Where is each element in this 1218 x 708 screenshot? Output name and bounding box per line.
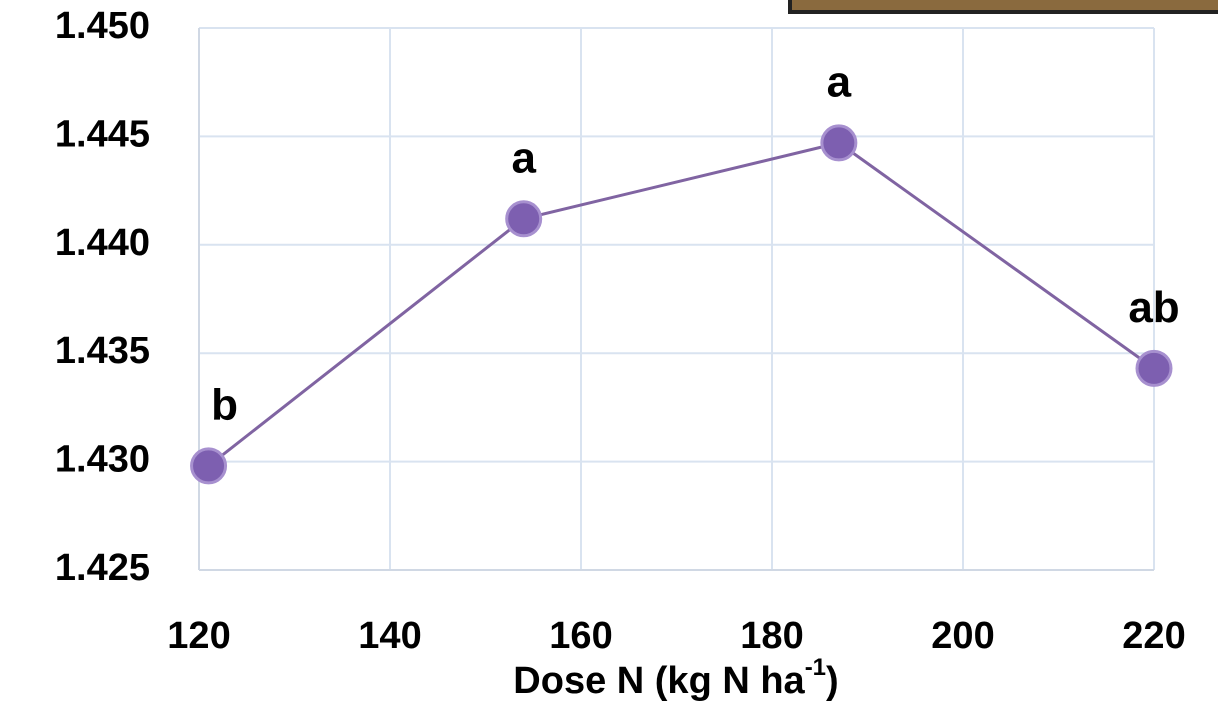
y-tick-label: 1.440 [55,222,150,264]
y-tick-label: 1.450 [55,5,150,47]
series-line [209,143,1154,466]
y-tick-label: 1.445 [55,113,150,155]
point-label: b [211,381,238,430]
point-label: ab [1128,283,1179,332]
marker [822,126,856,160]
y-tick-label: 1.425 [55,547,150,589]
point-label: a [827,58,852,107]
y-tick-label: 1.430 [55,439,150,481]
x-axis-label-sup: -1 [805,654,826,681]
x-tick-label: 120 [167,615,230,657]
x-tick-label: 200 [931,615,994,657]
x-axis-label-end: ) [826,660,839,702]
marker [192,449,226,483]
chart: Dose N (kg N ha-1) 1.425 1.430 1.435 1.440 1… [0,0,1218,708]
photo-corner [790,0,1218,12]
x-tick-label: 140 [358,615,421,657]
x-tick-label: 160 [549,615,612,657]
page: Dose N (kg N ha-1) 1.425 1.430 1.435 1.440 1… [0,0,1218,708]
x-axis-label-text: Dose N (kg N ha [513,660,805,702]
x-axis-label: Dose N (kg N ha-1) [513,654,838,702]
y-tick-label: 1.435 [55,330,150,372]
x-tick-label: 220 [1122,615,1185,657]
x-tick-label: 180 [740,615,803,657]
point-label: a [511,133,536,182]
marker [507,202,541,236]
marker [1137,351,1171,385]
